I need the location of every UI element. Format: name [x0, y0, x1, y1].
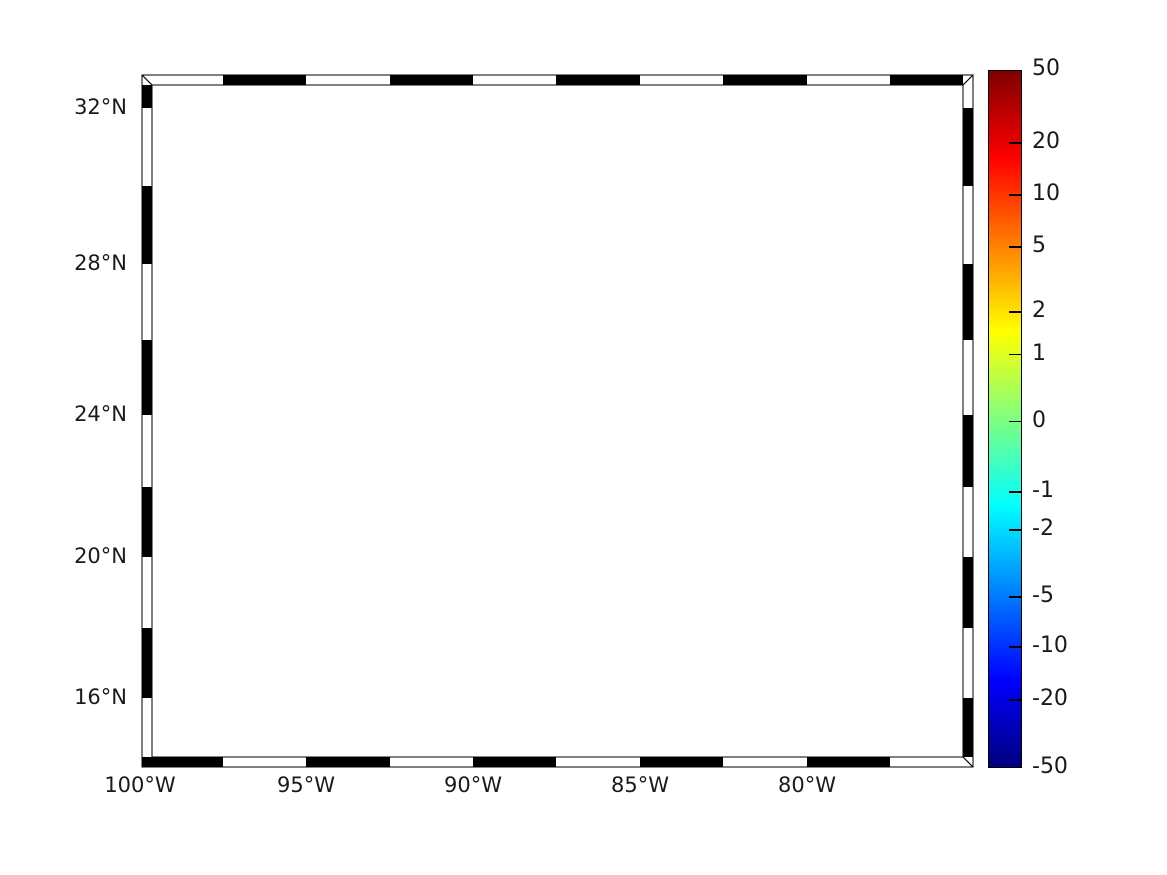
longitude-tick-label: 80°W	[778, 773, 836, 797]
colorbar-tick-mark	[1009, 595, 1021, 598]
colorbar-tick-mark	[1009, 646, 1021, 648]
colorbar-tick-label: 1	[1032, 340, 1046, 366]
colorbar-tick-label: -1	[1032, 478, 1054, 504]
latitude-tick-label: 20°N	[74, 544, 127, 568]
colorbar-tick-label: -50	[1032, 754, 1068, 779]
latitude-tick-label: 16°N	[74, 685, 127, 709]
colorbar-tick-label: -10	[1032, 633, 1068, 659]
colorbar-tick-label: 20	[1032, 129, 1060, 155]
latitude-tick-label: 28°N	[74, 251, 127, 275]
colorbar-tick-mark	[1009, 353, 1021, 356]
colorbar-tick-mark	[1009, 699, 1021, 701]
longitude-tick-label: 100°W	[104, 773, 176, 797]
colorbar-tick-mark	[1009, 491, 1021, 493]
colorbar-tick-label: 50	[1032, 56, 1060, 81]
longitude-tick-label: 95°W	[277, 773, 335, 797]
colorbar-tick-mark	[1009, 420, 1021, 423]
colorbar-tick-label: 0	[1032, 407, 1046, 433]
longitude-tick-label: 90°W	[444, 773, 502, 797]
colorbar-tick-label: -20	[1032, 686, 1068, 712]
colorbar-tick-mark	[1009, 142, 1021, 144]
colorbar-tick-mark	[1009, 311, 1021, 313]
colorbar-tick-label: -2	[1032, 515, 1054, 541]
colorbar-tick-label: 2	[1032, 298, 1046, 324]
latitude-tick-label: 32°N	[74, 95, 127, 119]
colorbar-tick-mark	[1009, 528, 1021, 531]
longitude-tick-label: 85°W	[611, 773, 669, 797]
colorbar-tick-label: -5	[1032, 582, 1054, 608]
latitude-tick-label: 24°N	[74, 402, 127, 426]
colorbar-tick-label: 10	[1032, 180, 1060, 206]
colorbar	[988, 70, 1022, 768]
colorbar-tick-mark	[1009, 246, 1021, 248]
colorbar-tick-mark	[1009, 193, 1021, 196]
colorbar-tick-label: 5	[1032, 233, 1046, 259]
